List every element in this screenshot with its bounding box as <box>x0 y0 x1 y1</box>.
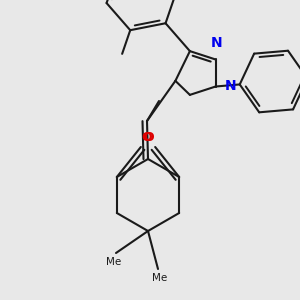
Text: N: N <box>225 79 236 92</box>
Text: O: O <box>143 131 154 144</box>
Text: Me: Me <box>106 257 122 267</box>
Text: N: N <box>211 37 222 50</box>
Text: Me: Me <box>152 273 168 283</box>
Text: O: O <box>142 131 152 144</box>
